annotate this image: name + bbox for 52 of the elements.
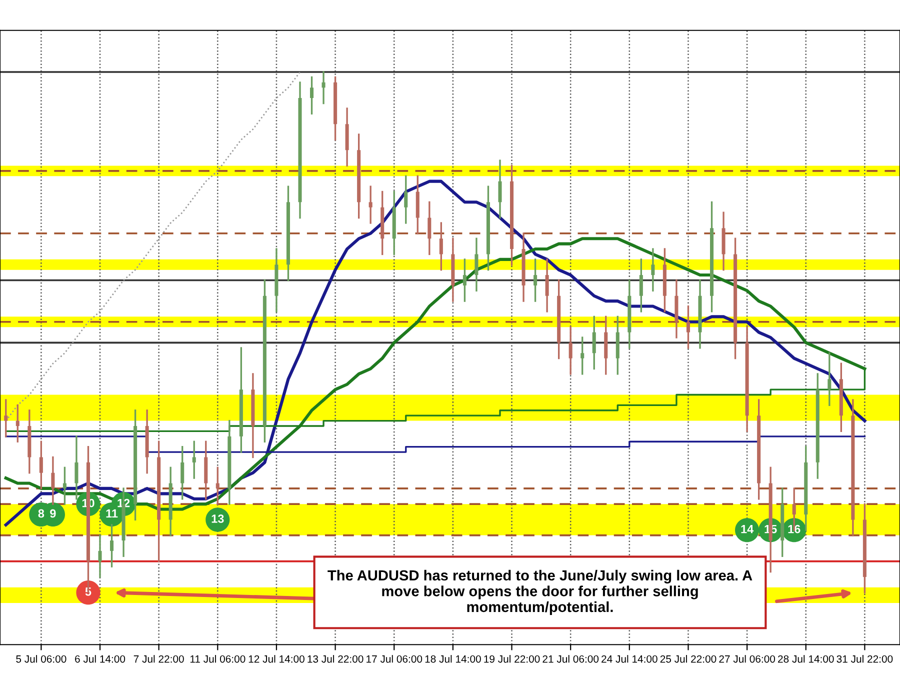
x-tick-label: 27 Jul 06:00 (719, 655, 776, 663)
candlestick (545, 258, 549, 312)
candlestick (16, 404, 20, 442)
candlestick (110, 524, 114, 568)
candlestick (474, 238, 478, 292)
candlestick (192, 440, 196, 479)
x-tick-label: 19 Jul 22:00 (484, 655, 540, 663)
candlestick (368, 186, 372, 224)
candlestick (62, 466, 66, 505)
candlestick (462, 258, 466, 302)
candlestick (404, 175, 408, 224)
x-tick-label: 13 Jul 22:00 (308, 655, 364, 663)
candlestick (686, 305, 690, 349)
x-tick-label: 18 Jul 14:00 (425, 655, 481, 663)
x-tick-label: 31 Jul 22:00 (836, 655, 893, 663)
series-label: 14 (741, 525, 754, 534)
candlestick (592, 316, 596, 370)
series-label: 16 (788, 524, 800, 534)
candlestick (498, 160, 502, 219)
candlestick (568, 326, 572, 375)
x-tick-label: 24 Jul 14:00 (602, 655, 658, 663)
candlestick (828, 352, 832, 406)
series-label: 11 (106, 509, 118, 518)
candlestick (4, 399, 8, 438)
candlestick (651, 248, 655, 292)
x-tick-label: 21 Jul 06:00 (542, 655, 599, 663)
candlestick (51, 456, 55, 505)
candlestick (74, 436, 78, 500)
x-tick-label: 7 Jul 22:00 (134, 655, 184, 663)
candlestick (639, 258, 643, 312)
x-tick-label: 11 Jul 06:00 (190, 655, 246, 663)
series-label: 8 (38, 509, 44, 518)
x-tick-label: 6 Jul 14:00 (75, 655, 126, 663)
candlestick (322, 71, 326, 104)
candlestick (439, 222, 443, 271)
point (76, 580, 100, 605)
candlestick (310, 76, 314, 114)
candlestick (534, 258, 538, 302)
candlestick (98, 534, 102, 578)
x-tick-label: 25 Jul 22:00 (660, 655, 716, 663)
candlestick (39, 440, 43, 490)
x-tick-label: 5 Jul 06:00 (16, 655, 66, 663)
x-tick-label: 17 Jul 06:00 (366, 655, 422, 663)
candlestick (216, 466, 220, 505)
annotation: The AUDUSD has returned to the June/July swing low area. A move below opens the door for further selling momentum/potential. (328, 570, 752, 615)
series-label: 13 (212, 514, 224, 523)
x-tick-label: 12 Jul 14:00 (248, 655, 304, 663)
series-label: 9 (50, 509, 56, 518)
x-tick-label: 28 Jul 14:00 (778, 655, 834, 663)
candlestick (428, 201, 432, 256)
candlestick (580, 336, 584, 375)
candlestick (180, 446, 184, 500)
